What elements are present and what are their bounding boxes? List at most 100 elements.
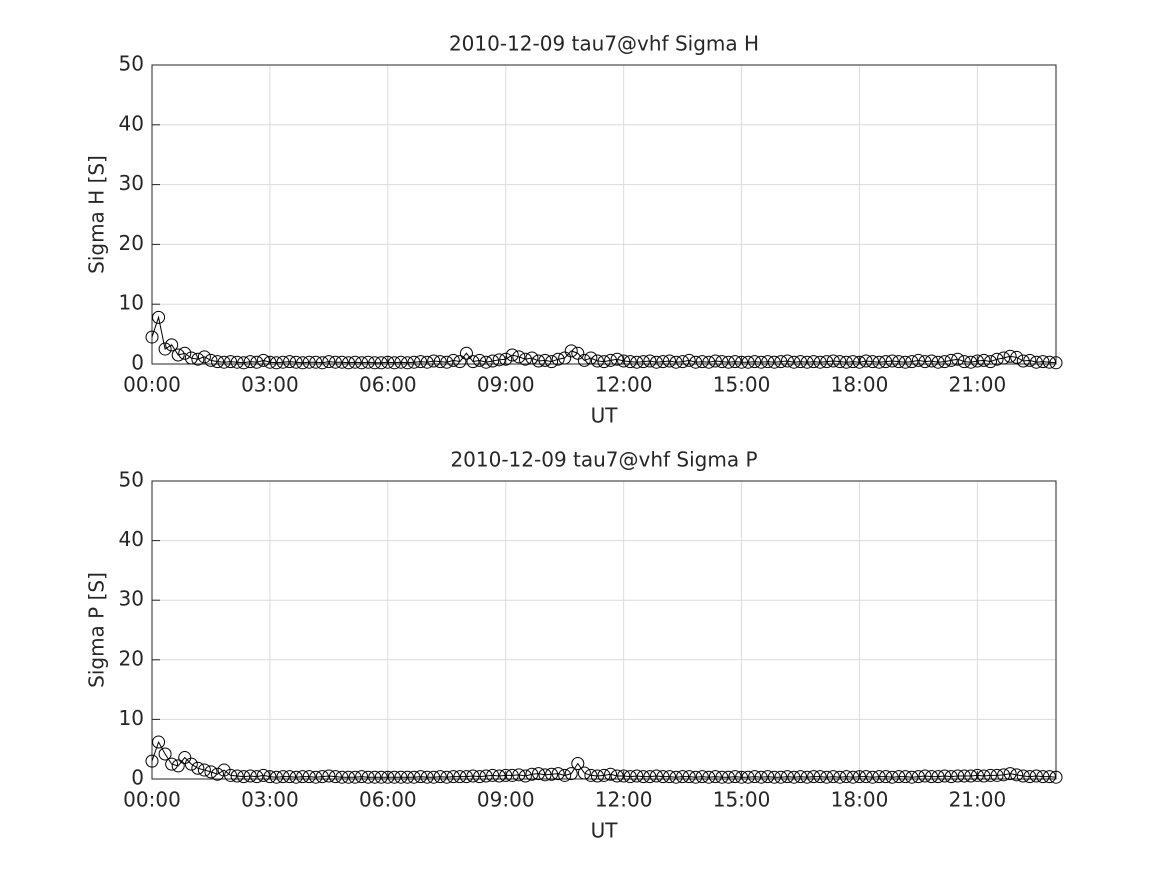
data-point [997,768,1011,782]
data-point [564,767,578,781]
y-axis-label: Sigma P [S] [85,572,109,688]
data-point [302,355,316,369]
data-point [165,338,179,352]
data-point [761,355,775,369]
data-point [315,356,329,370]
data-point [1042,355,1056,369]
data-point [263,770,277,784]
data-point [761,770,775,784]
data-point [964,769,978,783]
x-tick-label: 12:00 [595,788,653,812]
data-point [584,768,598,782]
data-point [826,770,840,784]
data-point [486,768,500,782]
data-point [630,769,644,783]
data-point [669,770,683,784]
data-point [237,356,251,370]
data-point [735,355,749,369]
data-point [381,770,395,784]
data-point [872,355,886,369]
data-point [368,356,382,370]
data-point [866,355,880,369]
data-point [355,356,369,370]
data-point [505,768,519,782]
data-point [656,355,670,369]
data-point [512,350,526,364]
data-point [342,770,356,784]
data-point [558,768,572,782]
data-point [604,767,618,781]
y-tick-label: 10 [119,706,144,730]
data-point [898,355,912,369]
data-point [859,354,873,368]
data-point [846,355,860,369]
x-axis-label: UT [591,404,619,428]
y-tick-label: 50 [119,52,144,76]
plot-area [152,481,1056,779]
x-tick-label: 15:00 [713,373,771,397]
x-tick-label: 21:00 [949,788,1007,812]
data-point [590,769,604,783]
data-point [676,770,690,784]
y-tick-label: 30 [119,587,144,611]
data-point [407,355,421,369]
x-axis-label: UT [591,819,619,843]
data-point [885,770,899,784]
data-point [931,355,945,369]
data-point [315,770,329,784]
data-line [151,740,1057,778]
data-point [807,355,821,369]
data-point [577,766,591,780]
data-point [1036,355,1050,369]
data-point [905,355,919,369]
data-point [702,355,716,369]
data-point [689,355,703,369]
data-point [833,355,847,369]
data-point [414,355,428,369]
data-point [446,770,460,784]
data-point [178,346,192,360]
x-tick-label: 09:00 [477,788,535,812]
data-point [636,770,650,784]
data-point [813,770,827,784]
data-point [970,354,984,368]
data-point [558,351,572,365]
data-point [414,770,428,784]
data-point [957,769,971,783]
x-tick-label: 06:00 [359,373,417,397]
data-point [990,768,1004,782]
data-point [951,352,965,366]
axes-box [151,480,1057,780]
data-point [774,355,788,369]
data-point [158,342,172,356]
data-point [813,355,827,369]
data-point [892,770,906,784]
data-point [374,356,388,370]
data-point [610,352,624,366]
data-point [211,355,225,369]
data-point [820,355,834,369]
data-point [918,769,932,783]
data-point [446,353,460,367]
data-point [1049,770,1063,784]
data-point [970,768,984,782]
data-point [518,352,532,366]
data-point [977,353,991,367]
data-point [741,770,755,784]
data-point [584,351,598,365]
data-point [302,770,316,784]
data-point [623,355,637,369]
data-point [348,770,362,784]
data-point [702,770,716,784]
data-point [224,355,238,369]
data-point [839,355,853,369]
x-tick-label: 06:00 [359,788,417,812]
data-point [512,768,526,782]
data-point [309,355,323,369]
data-point [852,770,866,784]
data-point [263,355,277,369]
data-point [361,770,375,784]
data-point [361,355,375,369]
data-point [296,770,310,784]
data-point [459,770,473,784]
